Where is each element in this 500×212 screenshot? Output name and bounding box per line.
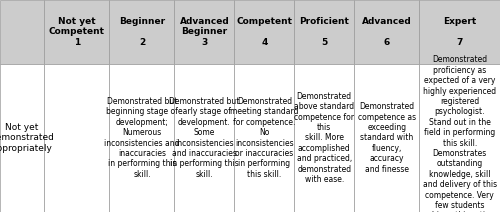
- Bar: [0, 0, 44, 64]
- Bar: [174, 0, 234, 64]
- Bar: [0, 64, 44, 212]
- Bar: [174, 64, 234, 212]
- Text: Not yet
Competent
1: Not yet Competent 1: [49, 17, 105, 47]
- Text: Demonstrated
meeting standard
for competence.
No
inconsistencies
or inaccuracies: Demonstrated meeting standard for compet…: [230, 97, 298, 179]
- Text: Demonstrated but
early stage of
development.
Some
inconsistencies
and inaccuraci: Demonstrated but early stage of developm…: [169, 97, 240, 179]
- Bar: [44, 64, 110, 212]
- Bar: [110, 0, 174, 64]
- Text: Not yet
demonstrated
appropriately: Not yet demonstrated appropriately: [0, 123, 54, 153]
- Bar: [110, 64, 174, 212]
- Bar: [354, 64, 420, 212]
- Bar: [234, 0, 294, 64]
- Bar: [294, 0, 354, 64]
- Text: Advanced
Beginner
3: Advanced Beginner 3: [180, 17, 230, 47]
- Text: Advanced

6: Advanced 6: [362, 17, 412, 47]
- Text: Demonstrated but
beginning stage of
development;
Numerous
inconsistencies and
in: Demonstrated but beginning stage of deve…: [104, 97, 180, 179]
- Text: Beginner

2: Beginner 2: [119, 17, 165, 47]
- Text: Proficient

5: Proficient 5: [300, 17, 349, 47]
- Text: Competent

4: Competent 4: [236, 17, 292, 47]
- Text: Expert

7: Expert 7: [443, 17, 476, 47]
- Bar: [420, 64, 500, 212]
- Bar: [420, 0, 500, 64]
- Text: Demonstrated
proficiency as
expected of a very
highly experienced
registered
psy: Demonstrated proficiency as expected of …: [422, 55, 497, 212]
- Bar: [44, 0, 110, 64]
- Bar: [234, 64, 294, 212]
- Text: Demonstrated
competence as
exceeding
standard with
fluency,
accuracy
and finesse: Demonstrated competence as exceeding sta…: [358, 102, 416, 173]
- Text: Demonstrated
above standard
competence for
this
skill. More
accomplished
and pra: Demonstrated above standard competence f…: [294, 92, 354, 184]
- Bar: [294, 64, 354, 212]
- Bar: [354, 0, 420, 64]
